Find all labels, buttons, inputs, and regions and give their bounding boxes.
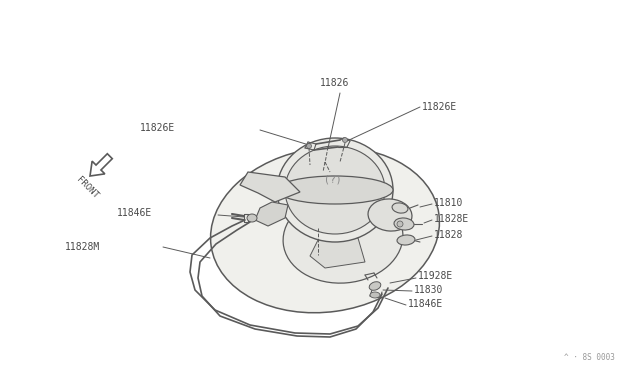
Text: 11810: 11810 bbox=[434, 198, 463, 208]
Polygon shape bbox=[255, 202, 288, 226]
Ellipse shape bbox=[277, 138, 393, 242]
Text: 11826E: 11826E bbox=[422, 102, 457, 112]
Ellipse shape bbox=[277, 176, 393, 204]
Text: 11846E: 11846E bbox=[116, 208, 152, 218]
Polygon shape bbox=[240, 172, 300, 202]
Text: 11830: 11830 bbox=[414, 285, 444, 295]
Ellipse shape bbox=[285, 146, 385, 234]
Ellipse shape bbox=[283, 193, 403, 283]
Text: 11928E: 11928E bbox=[418, 271, 453, 281]
Text: ^ · 8S 0003: ^ · 8S 0003 bbox=[564, 353, 615, 362]
Text: FRONT: FRONT bbox=[74, 176, 99, 201]
Ellipse shape bbox=[211, 147, 440, 313]
Ellipse shape bbox=[394, 218, 414, 230]
Ellipse shape bbox=[307, 144, 312, 148]
Text: (?): (?) bbox=[324, 175, 342, 185]
Ellipse shape bbox=[368, 199, 412, 231]
Text: 11846E: 11846E bbox=[408, 299, 444, 309]
Ellipse shape bbox=[369, 282, 381, 290]
Ellipse shape bbox=[342, 138, 348, 142]
Text: 11826E: 11826E bbox=[140, 123, 175, 133]
Text: 11828E: 11828E bbox=[434, 214, 469, 224]
Text: 11828: 11828 bbox=[434, 230, 463, 240]
Ellipse shape bbox=[370, 292, 380, 298]
Polygon shape bbox=[310, 238, 365, 268]
Polygon shape bbox=[90, 154, 112, 176]
Ellipse shape bbox=[397, 221, 403, 227]
Ellipse shape bbox=[247, 214, 257, 222]
Text: 11828M: 11828M bbox=[65, 242, 100, 252]
Ellipse shape bbox=[392, 203, 408, 213]
Ellipse shape bbox=[397, 235, 415, 245]
Text: 11826: 11826 bbox=[320, 78, 349, 88]
